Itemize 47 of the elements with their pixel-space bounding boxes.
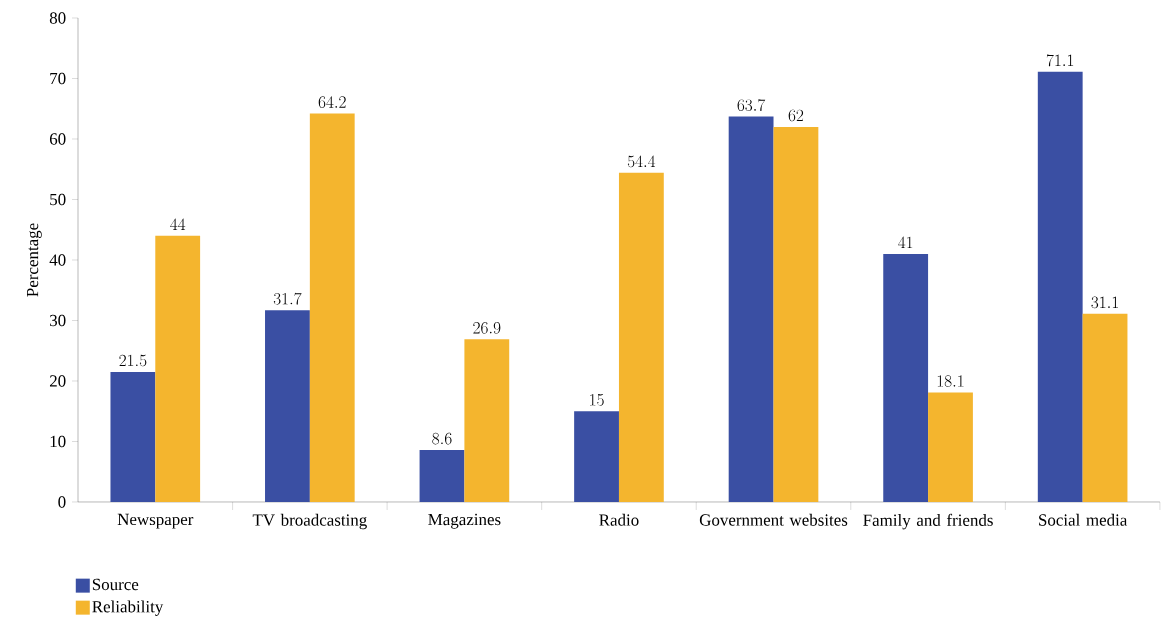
data-label: 44 [170,218,186,230]
y-tick-label: 70 [50,72,66,85]
x-tick-label: Family and friends [863,513,993,530]
bar [309,113,355,502]
bar [1082,313,1128,502]
data-label: 63.7 [737,99,766,112]
data-label: 41 [898,236,913,249]
data-label: 18. 1 [937,375,964,387]
y-tick-label: 80 [49,12,66,24]
x-tick-label: Radio [599,513,639,526]
legend-label: Reliability [92,600,164,616]
data-label: 54.4 [627,155,656,168]
y-tick-label: 10 [50,435,66,448]
data-label: 15 [590,394,604,406]
y-tick-label: 0 [58,496,66,508]
bar [464,339,510,502]
y-axis-title: Percentage [26,223,42,297]
y-tick-label: 50 [50,193,66,206]
bar [773,126,819,502]
bar [155,235,201,502]
x-tick-label: TV broadcasting [252,513,367,530]
x-tick-label: Social media [1039,513,1128,526]
y-tick-label: 40 [49,254,66,266]
bar [110,371,156,502]
bar [883,253,929,502]
x-tick-label: Magazines [428,513,501,529]
y-tick-label: 60 [49,133,66,145]
data-label: 21 .5 [119,354,147,367]
x-tick-label: Newspaper [117,513,194,529]
bar [928,392,973,502]
data-label: 26.9 [473,322,501,334]
y-tick-label: 30 [50,314,66,327]
bar [728,116,774,502]
bar [419,449,465,502]
bar [1037,71,1083,502]
data-label: 62 [788,109,804,122]
data-label: 71 . 1 [1046,54,1074,67]
data-label: 31 . 1 [1091,296,1118,309]
bar [618,172,664,502]
data-label: 31 .7 [273,292,302,305]
data-label: 64.2 [318,96,346,109]
data-label: 8.6 [432,432,452,445]
bar [574,411,619,502]
bar [265,310,310,502]
x-tick-label: Government websites [699,513,848,526]
legend-label: Source [92,578,139,591]
y-tick-label: 20 [49,375,66,387]
